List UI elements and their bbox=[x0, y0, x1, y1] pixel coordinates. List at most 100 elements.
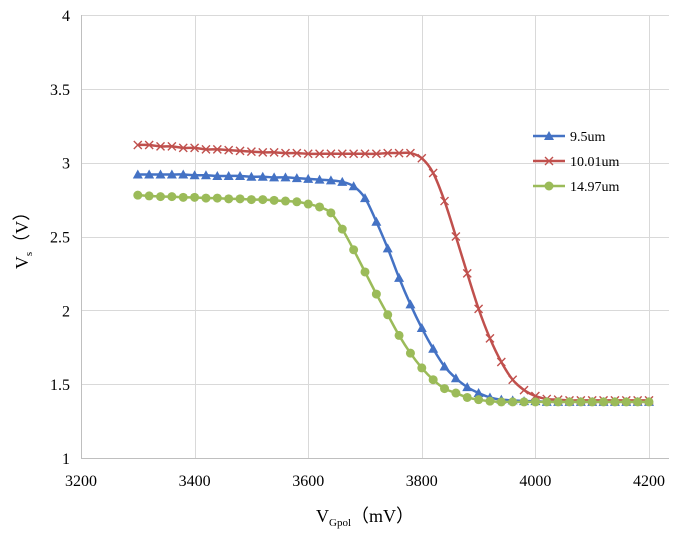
data-point bbox=[348, 181, 359, 191]
data-point bbox=[303, 173, 314, 183]
data-point bbox=[190, 192, 200, 202]
data-point bbox=[428, 343, 439, 353]
data-point bbox=[292, 148, 302, 158]
data-point bbox=[394, 272, 405, 282]
data-point bbox=[156, 141, 166, 151]
y-tick-label: 2 bbox=[62, 303, 70, 320]
data-point bbox=[326, 208, 336, 218]
series-line bbox=[137, 173, 649, 404]
data-point bbox=[450, 373, 461, 383]
data-point bbox=[155, 169, 166, 179]
data-point bbox=[144, 140, 154, 150]
data-point bbox=[371, 216, 382, 226]
data-point bbox=[542, 397, 552, 407]
y-tick-label: 2.5 bbox=[50, 230, 70, 247]
data-point bbox=[508, 375, 518, 385]
data-point bbox=[587, 397, 597, 407]
data-point bbox=[405, 348, 415, 358]
data-point bbox=[291, 173, 302, 183]
series-line bbox=[137, 143, 649, 402]
data-point bbox=[201, 193, 211, 203]
y-tick-label: 1.5 bbox=[50, 377, 70, 394]
data-point bbox=[315, 202, 325, 212]
data-point bbox=[337, 224, 347, 234]
data-point bbox=[132, 169, 143, 179]
data-point bbox=[166, 169, 177, 179]
data-point bbox=[200, 170, 211, 180]
data-point bbox=[383, 148, 393, 158]
data-point bbox=[519, 385, 529, 395]
data-point bbox=[382, 243, 393, 253]
data-point bbox=[280, 172, 291, 182]
data-point bbox=[178, 169, 189, 179]
data-point bbox=[224, 145, 234, 155]
x-axis-title: VGpol（mV） bbox=[316, 506, 414, 529]
x-tick-label: 4200 bbox=[633, 473, 665, 490]
data-point bbox=[462, 268, 472, 278]
data-point bbox=[337, 149, 347, 159]
data-point bbox=[178, 192, 188, 202]
data-point bbox=[280, 148, 290, 158]
data-point bbox=[485, 333, 495, 343]
data-point bbox=[178, 143, 188, 153]
y-tick-label: 3 bbox=[62, 156, 70, 173]
data-point bbox=[258, 147, 268, 157]
data-point bbox=[440, 196, 450, 206]
data-point bbox=[496, 397, 506, 407]
data-point bbox=[224, 194, 234, 204]
data-point bbox=[337, 176, 348, 186]
grid bbox=[81, 15, 669, 459]
data-point bbox=[201, 144, 211, 154]
data-point bbox=[349, 149, 359, 159]
data-point bbox=[576, 397, 586, 407]
data-point bbox=[417, 153, 427, 163]
legend-marker bbox=[544, 131, 554, 140]
legend-item: 9.5um bbox=[533, 130, 606, 145]
data-point bbox=[246, 147, 256, 157]
data-point bbox=[621, 397, 631, 407]
data-point bbox=[280, 196, 290, 206]
data-point bbox=[473, 388, 484, 398]
data-point bbox=[144, 191, 154, 201]
data-point bbox=[360, 267, 370, 277]
y-tick-label: 1 bbox=[62, 451, 70, 468]
series-9.5um bbox=[132, 169, 654, 406]
data-point bbox=[212, 144, 222, 154]
data-point bbox=[156, 192, 166, 202]
data-point bbox=[167, 192, 177, 202]
data-point bbox=[428, 375, 438, 385]
data-point bbox=[644, 397, 654, 407]
legend: 9.5um 10.01um 14.97um bbox=[533, 130, 620, 195]
data-point bbox=[462, 392, 472, 402]
data-point bbox=[269, 147, 279, 157]
series-14.97um bbox=[133, 190, 654, 407]
data-point bbox=[235, 170, 246, 180]
y-axis-title: Vs（V） bbox=[12, 203, 35, 269]
data-point bbox=[530, 397, 540, 407]
data-point bbox=[349, 245, 359, 255]
data-point bbox=[314, 174, 325, 184]
data-point bbox=[405, 299, 416, 309]
legend-marker bbox=[544, 181, 554, 191]
data-point bbox=[303, 199, 313, 209]
data-point bbox=[371, 289, 381, 299]
data-point bbox=[610, 397, 620, 407]
data-point bbox=[269, 195, 279, 205]
data-point bbox=[428, 168, 438, 178]
data-point bbox=[133, 190, 143, 200]
data-point bbox=[315, 149, 325, 159]
data-point bbox=[326, 149, 336, 159]
data-point bbox=[189, 170, 200, 180]
legend-item: 10.01um bbox=[533, 155, 620, 170]
legend-label: 14.97um bbox=[570, 180, 620, 195]
legend-label: 10.01um bbox=[570, 155, 620, 170]
x-tick-label: 4000 bbox=[519, 473, 551, 490]
data-point bbox=[439, 361, 450, 371]
legend-label: 9.5um bbox=[570, 130, 606, 145]
data-point bbox=[394, 330, 404, 340]
series-group bbox=[132, 140, 654, 407]
data-point bbox=[133, 140, 143, 150]
data-point bbox=[451, 232, 461, 241]
data-point bbox=[212, 193, 222, 203]
